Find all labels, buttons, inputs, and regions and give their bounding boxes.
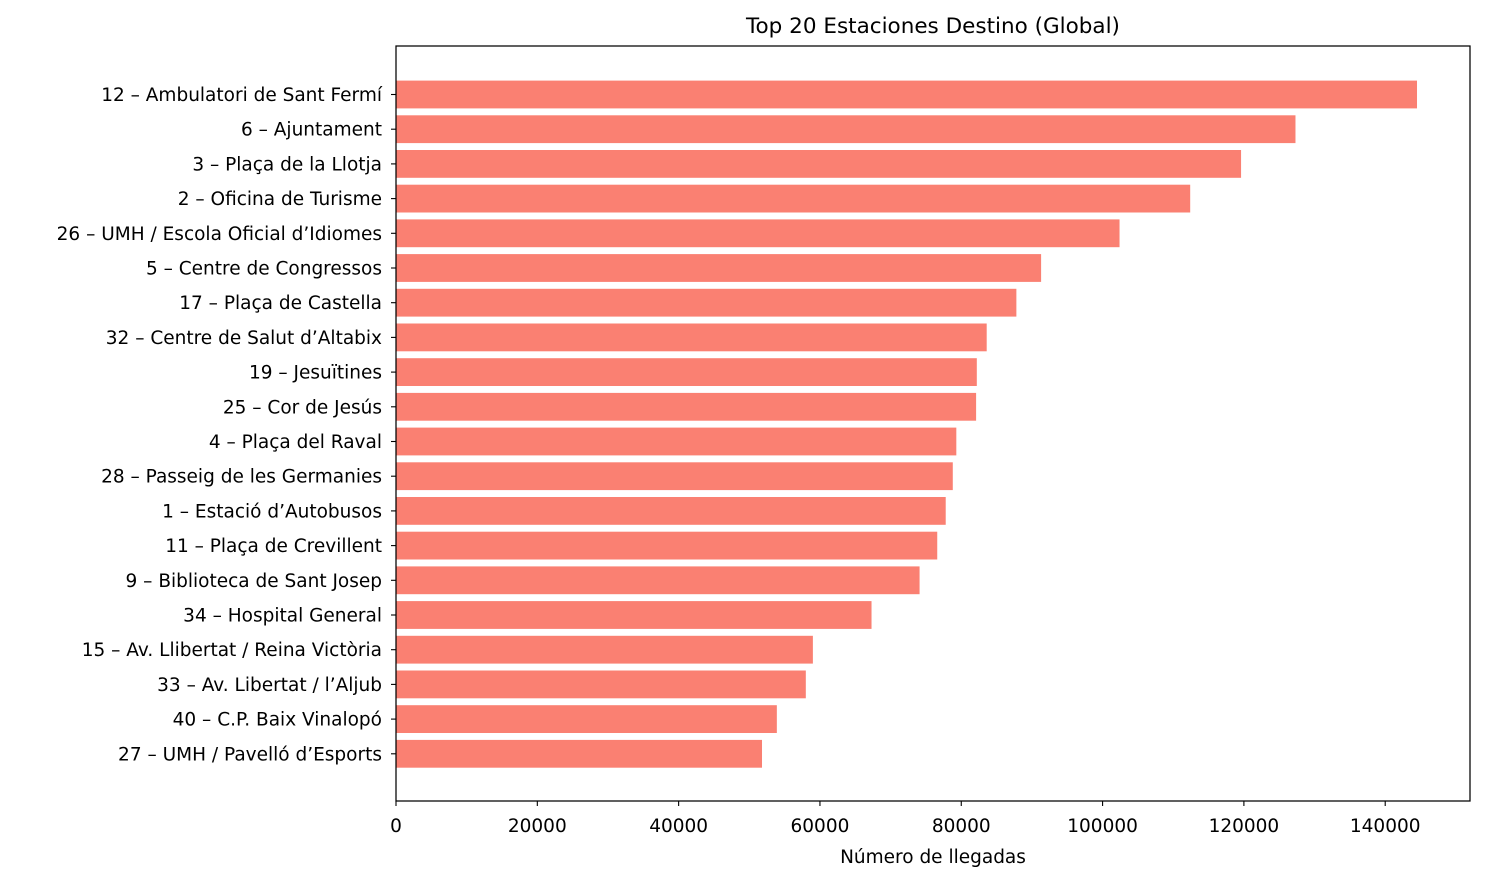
category-labels: 12 – Ambulatori de Sant Fermí 6 – Ajuntam…: [57, 85, 396, 765]
bar: [396, 392, 977, 421]
category-label: 34 – Hospital General: [183, 606, 382, 627]
category-label: 6 – Ajuntament: [241, 120, 382, 141]
category-label: 40 – C.P. Baix Vinalopó: [173, 710, 382, 731]
bar: [396, 601, 872, 629]
category-label: 19 – Jesuïtines: [249, 363, 382, 384]
x-tick-label: 60000: [791, 816, 850, 837]
category-label: 9 – Biblioteca de Sant Josep: [126, 571, 382, 592]
category-label: 28 – Passeig de les Germanies: [101, 467, 382, 488]
category-label: 17 – Plaça de Castella: [179, 293, 382, 314]
bar: [396, 115, 1296, 144]
bar: [396, 462, 953, 491]
bar: [396, 427, 957, 456]
category-label: 27 – UMH / Pavelló d’Esports: [118, 744, 382, 765]
category-label: 3 – Plaça de la Llotja: [192, 154, 382, 175]
category-label: 11 – Plaça de Crevillent: [165, 536, 382, 557]
x-axis-label: Número de llegadas: [840, 847, 1026, 868]
bar: [396, 150, 1242, 178]
bar: [396, 323, 987, 352]
bar: [396, 670, 806, 699]
category-label: 2 – Oficina de Turisme: [178, 189, 382, 210]
bar: [396, 497, 946, 525]
bar: [396, 566, 920, 595]
bar: [396, 358, 977, 386]
bar: [396, 705, 777, 733]
x-tick-label: 40000: [649, 816, 708, 837]
x-tick-label: 100000: [1067, 816, 1138, 837]
x-tick-label: 20000: [508, 816, 567, 837]
x-axis-ticks: 0 20000 40000 60000 80000 100000 120000 140000: [390, 801, 1421, 837]
category-label: 12 – Ambulatori de Sant Fermí: [101, 85, 383, 106]
plot-frame: [395, 45, 1471, 802]
bar: [396, 288, 1017, 317]
bars-group: [396, 80, 1418, 768]
bar: [396, 184, 1191, 213]
bar: [396, 80, 1418, 109]
bar: [396, 635, 813, 664]
bar: [396, 254, 1042, 282]
category-label: 32 – Centre de Salut d’Altabix: [106, 328, 382, 349]
category-label: 5 – Centre de Congressos: [146, 259, 382, 280]
bar: [396, 739, 763, 768]
bar: [396, 219, 1120, 248]
category-label: 15 – Av. Llibertat / Reina Victòria: [82, 640, 382, 661]
category-label: 4 – Plaça del Raval: [209, 432, 382, 453]
x-tick-label: 80000: [932, 816, 991, 837]
chart-title: Top 20 Estaciones Destino (Global): [745, 14, 1120, 39]
category-label: 25 – Cor de Jesús: [223, 397, 382, 418]
x-tick-label: 120000: [1209, 816, 1280, 837]
x-tick-label: 0: [390, 816, 402, 837]
category-label: 26 – UMH / Escola Oficial d’Idiomes: [57, 224, 382, 245]
category-label: 1 – Estació d’Autobusos: [162, 501, 382, 522]
category-label: 33 – Av. Libertat / l’Aljub: [157, 675, 382, 696]
x-tick-label: 140000: [1350, 816, 1421, 837]
bar: [396, 531, 938, 560]
